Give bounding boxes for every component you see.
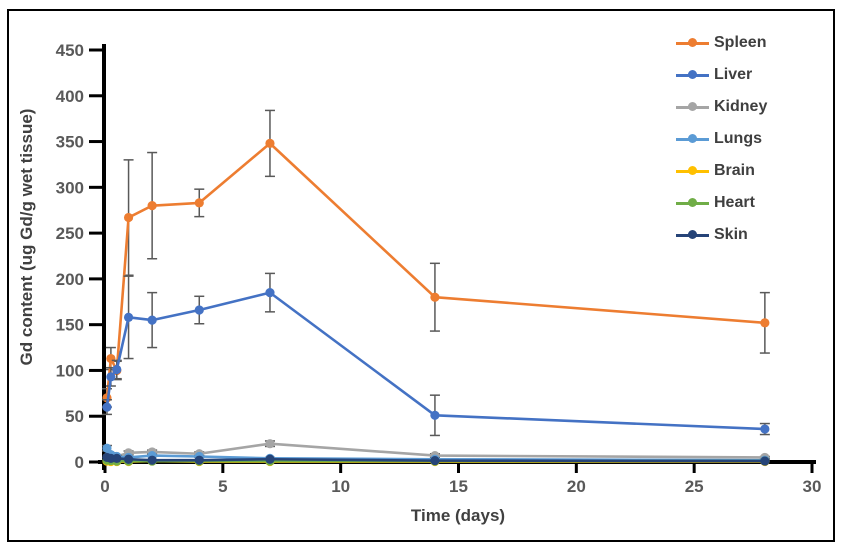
y-tick-label: 350: [56, 133, 84, 152]
legend-marker-icon: [676, 38, 709, 48]
legend-item-brain: Brain: [676, 155, 767, 187]
y-tick-label: 0: [75, 453, 84, 472]
x-tick-label: 15: [449, 477, 468, 496]
legend-marker-icon: [676, 198, 709, 208]
legend-item-heart: Heart: [676, 187, 767, 219]
data-point: [194, 198, 204, 208]
x-tick-label: 30: [803, 477, 822, 496]
y-tick-label: 100: [56, 361, 84, 380]
legend-marker-icon: [676, 166, 709, 176]
data-point: [112, 364, 122, 375]
data-point: [147, 455, 157, 465]
y-tick-label: 400: [56, 87, 84, 106]
x-tick-label: 20: [567, 477, 586, 496]
data-point: [106, 353, 116, 364]
y-tick-label: 50: [65, 407, 84, 426]
legend-item-kidney: Kidney: [676, 91, 767, 123]
legend-label: Brain: [714, 162, 755, 179]
data-point: [102, 402, 112, 412]
y-tick-label: 250: [56, 224, 84, 243]
legend-label: Kidney: [714, 98, 768, 115]
data-point: [106, 372, 116, 382]
data-point: [194, 305, 204, 315]
data-point: [123, 212, 134, 223]
data-point: [760, 318, 770, 328]
data-point: [265, 288, 275, 298]
data-point: [760, 424, 770, 434]
legend-label: Spleen: [714, 34, 767, 51]
y-tick-label: 450: [56, 41, 84, 60]
data-point: [112, 453, 122, 463]
y-axis-title: Gd content (ug Gd/g wet tissue): [17, 109, 36, 366]
y-tick-label: 150: [56, 316, 84, 335]
x-tick-label: 25: [685, 477, 704, 496]
legend-label: Lungs: [714, 130, 762, 147]
legend-marker-icon: [676, 230, 709, 240]
data-point: [265, 439, 275, 449]
data-point: [760, 456, 770, 466]
data-point: [147, 315, 157, 325]
data-point: [430, 292, 440, 302]
x-tick-label: 0: [100, 477, 109, 496]
legend-marker-icon: [676, 70, 709, 80]
series-line: [105, 291, 767, 431]
legend-label: Skin: [714, 226, 748, 243]
legend-item-lungs: Lungs: [676, 123, 767, 155]
data-point: [430, 456, 440, 466]
data-point: [265, 454, 275, 464]
legend-marker-icon: [676, 134, 709, 144]
y-tick-label: 300: [56, 178, 84, 197]
data-point: [265, 138, 275, 148]
x-tick-label: 10: [331, 477, 350, 496]
series-liver: [101, 272, 770, 437]
data-point: [147, 201, 157, 211]
x-axis-title: Time (days): [411, 506, 505, 525]
tick-labels: 0 50 100 150 200 250 300 350 400 450 0 5 10 15 20 25 30: [56, 41, 822, 496]
series-spleen: [101, 109, 770, 408]
series-skin: [102, 452, 770, 466]
data-point: [123, 454, 134, 464]
data-point: [123, 312, 134, 322]
y-tick-label: 200: [56, 270, 84, 289]
series-line: [105, 142, 767, 400]
data-point: [430, 410, 440, 420]
legend-item-liver: Liver: [676, 59, 767, 91]
x-tick-label: 5: [218, 477, 227, 496]
legend-item-skin: Skin: [676, 219, 767, 251]
legend-item-spleen: Spleen: [676, 27, 767, 59]
legend: Spleen Liver Kidney Lungs Brain Heart Skin: [676, 27, 767, 251]
data-point: [194, 455, 204, 465]
series-layer: [101, 109, 770, 467]
legend-label: Liver: [714, 66, 753, 83]
legend-label: Heart: [714, 194, 755, 211]
legend-marker-icon: [676, 102, 709, 112]
